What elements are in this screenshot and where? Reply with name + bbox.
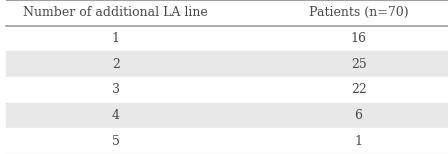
Text: 5: 5 bbox=[112, 135, 120, 148]
Text: 3: 3 bbox=[112, 83, 120, 96]
Bar bbox=[6, 77, 448, 103]
Text: Patients (n=70): Patients (n=70) bbox=[309, 6, 409, 19]
Bar bbox=[6, 128, 448, 154]
Text: 1: 1 bbox=[112, 32, 120, 45]
Text: 1: 1 bbox=[354, 135, 362, 148]
Text: 2: 2 bbox=[112, 58, 120, 71]
Text: 16: 16 bbox=[351, 32, 366, 45]
Text: 25: 25 bbox=[351, 58, 366, 71]
Text: 22: 22 bbox=[351, 83, 366, 96]
Bar bbox=[6, 51, 448, 77]
Text: 4: 4 bbox=[112, 109, 120, 122]
Bar bbox=[6, 103, 448, 128]
Bar bbox=[6, 0, 448, 26]
Text: 6: 6 bbox=[354, 109, 362, 122]
Text: Number of additional LA line: Number of additional LA line bbox=[23, 6, 208, 19]
Bar bbox=[6, 26, 448, 51]
